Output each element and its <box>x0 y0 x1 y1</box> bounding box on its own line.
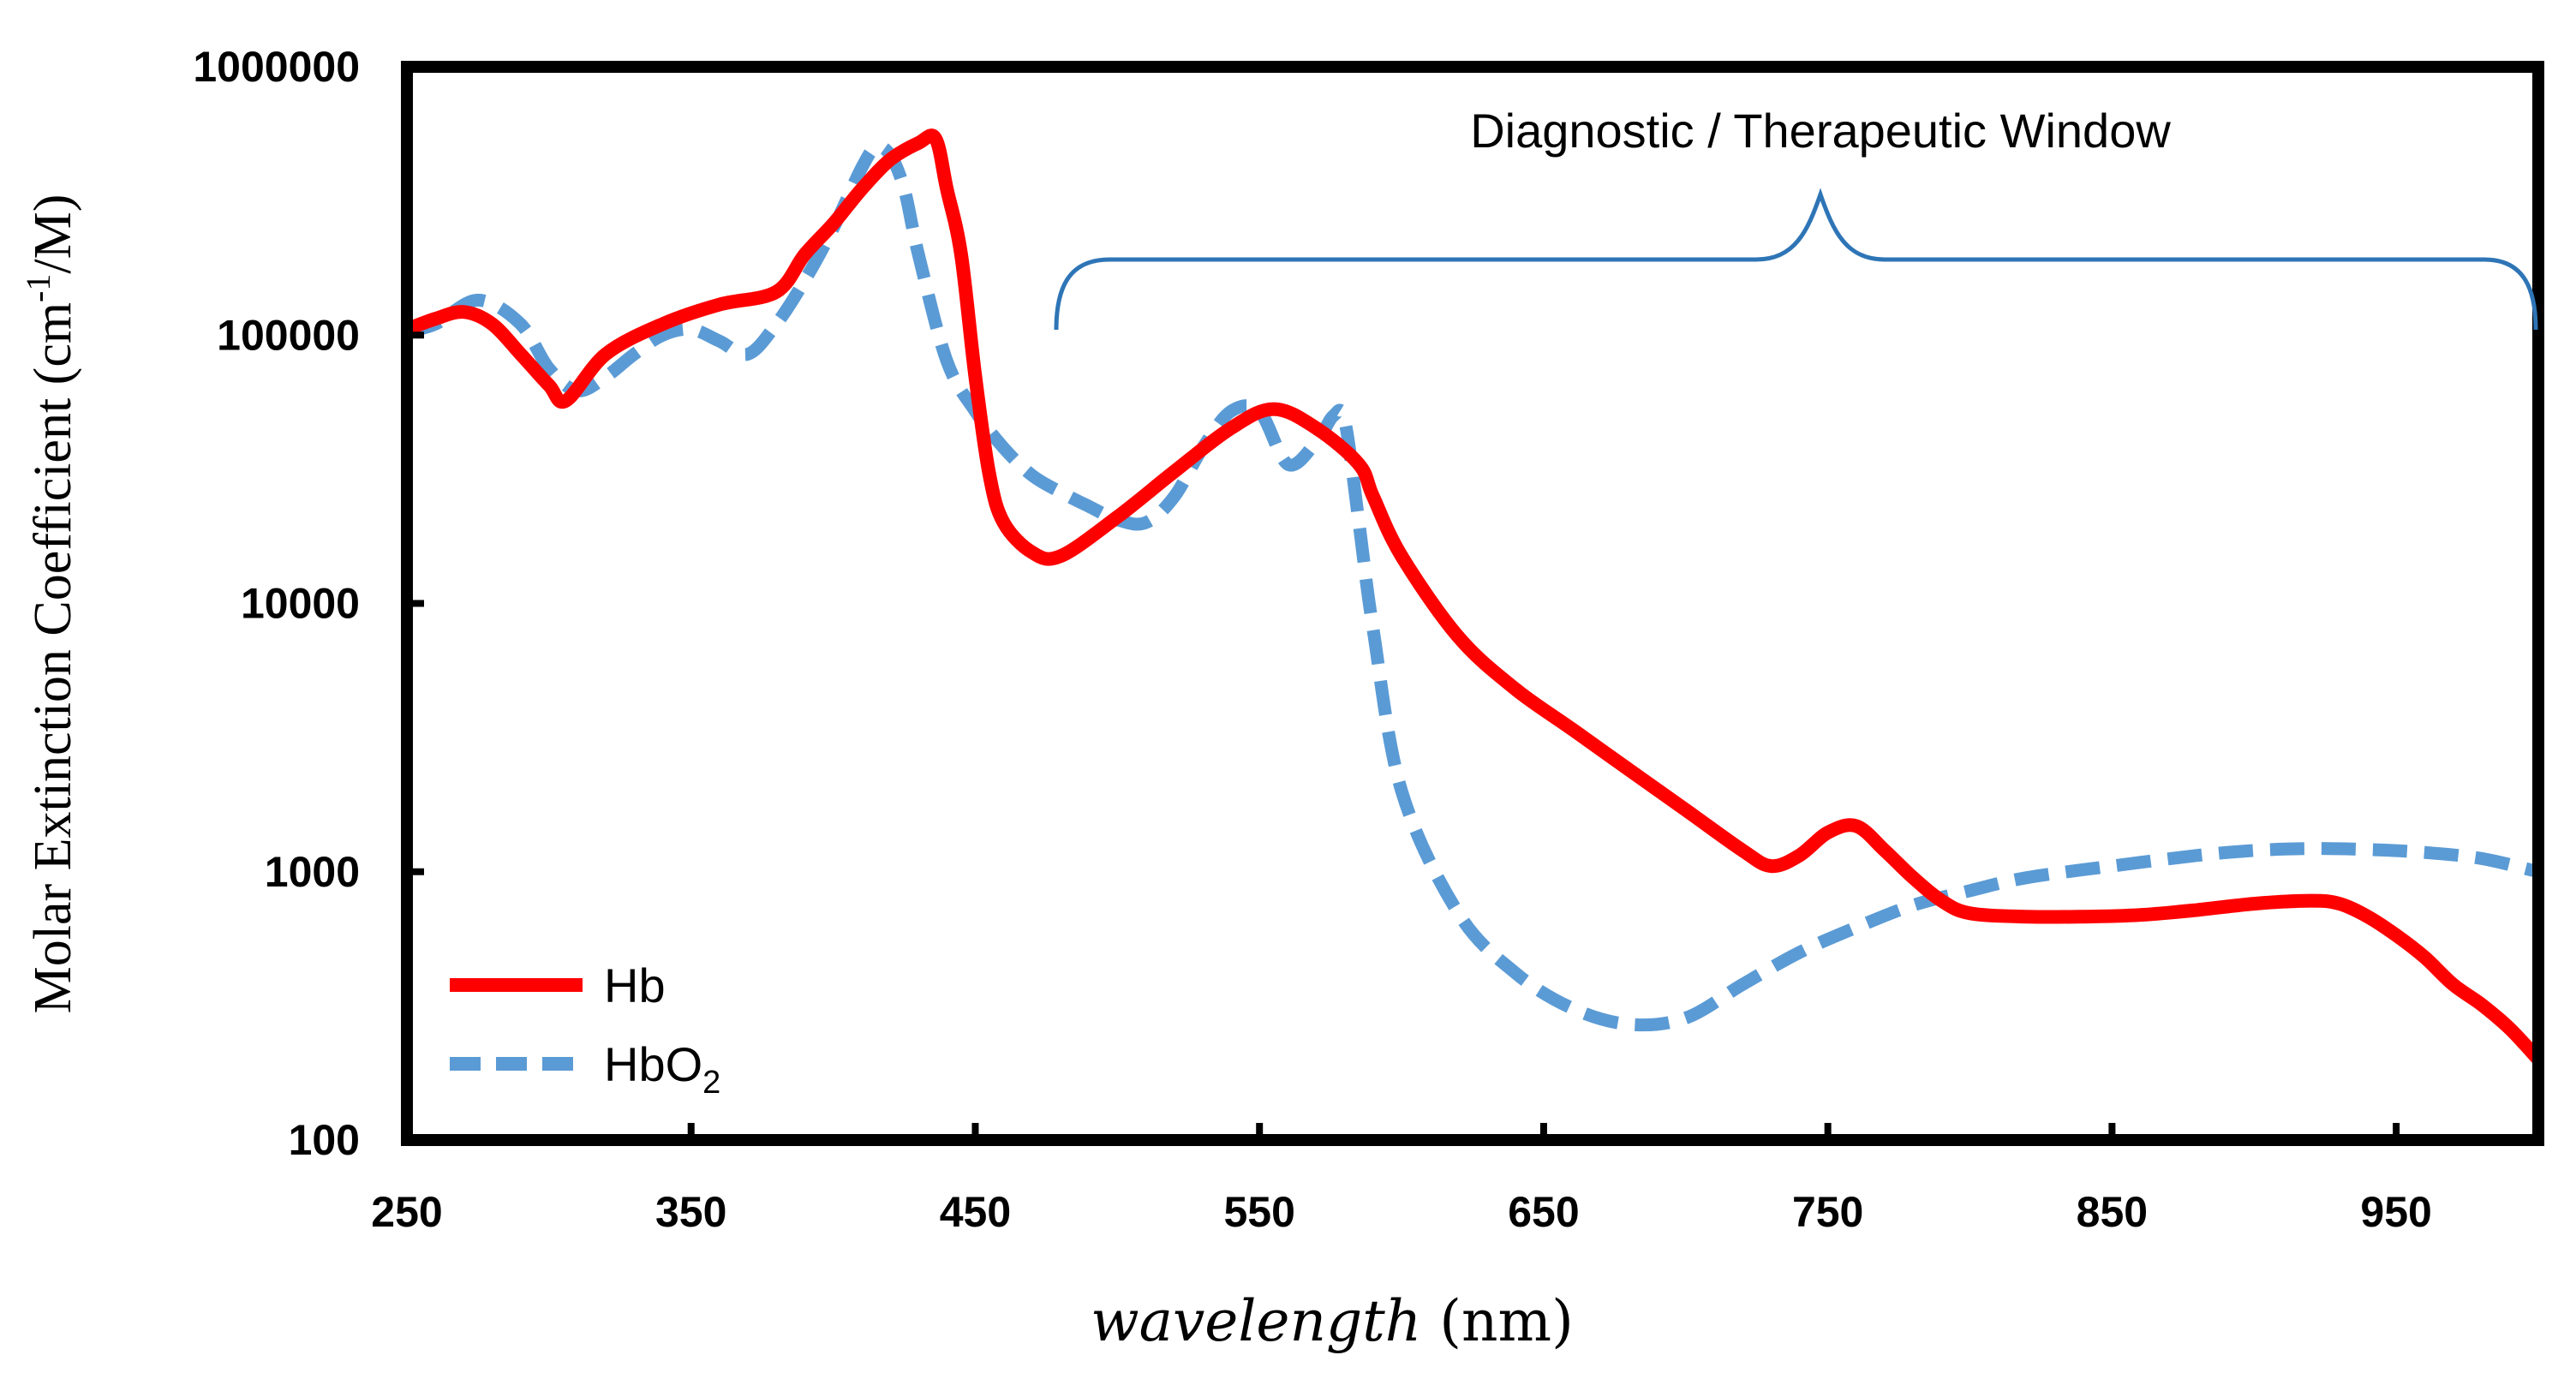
y-tick-label: 100000 <box>217 311 360 359</box>
x-tick-label: 850 <box>2077 1188 2148 1236</box>
x-tick-label: 450 <box>940 1188 1011 1236</box>
x-tick-label: 950 <box>2360 1188 2431 1236</box>
x-axis: 250 350 450 550 650 750 850 950 <box>371 1123 2432 1236</box>
y-tick-label: 100 <box>289 1116 360 1164</box>
legend-label-hbo2: HbO2 <box>604 1037 720 1101</box>
legend: Hb HbO2 <box>450 958 720 1101</box>
window-annotation: Diagnostic / Therapeutic Window <box>1470 104 2171 158</box>
series-line-hbo2 <box>405 140 2540 1032</box>
x-tick-label: 350 <box>655 1188 726 1236</box>
y-tick-label: 10000 <box>241 580 360 628</box>
y-tick-label: 1000000 <box>193 43 360 91</box>
y-tick-label: 1000 <box>265 848 360 896</box>
plot-frame <box>401 61 2544 1146</box>
x-tick-label: 750 <box>1792 1188 1863 1236</box>
legend-label-hb: Hb <box>604 958 666 1012</box>
x-axis-label: wavelength (nm) <box>1091 1288 1574 1354</box>
window-brace <box>1054 188 2538 331</box>
x-tick-label: 550 <box>1223 1188 1294 1236</box>
y-axis-label: Molar Extinction Coefficient (cm-1/M) <box>19 194 82 1014</box>
y-axis: 100 1000 10000 100000 1000000 <box>193 43 424 1164</box>
x-tick-label: 650 <box>1508 1188 1579 1236</box>
series-line-hb <box>404 128 2543 1065</box>
series-layer <box>404 128 2543 1065</box>
x-tick-label: 250 <box>371 1188 442 1236</box>
